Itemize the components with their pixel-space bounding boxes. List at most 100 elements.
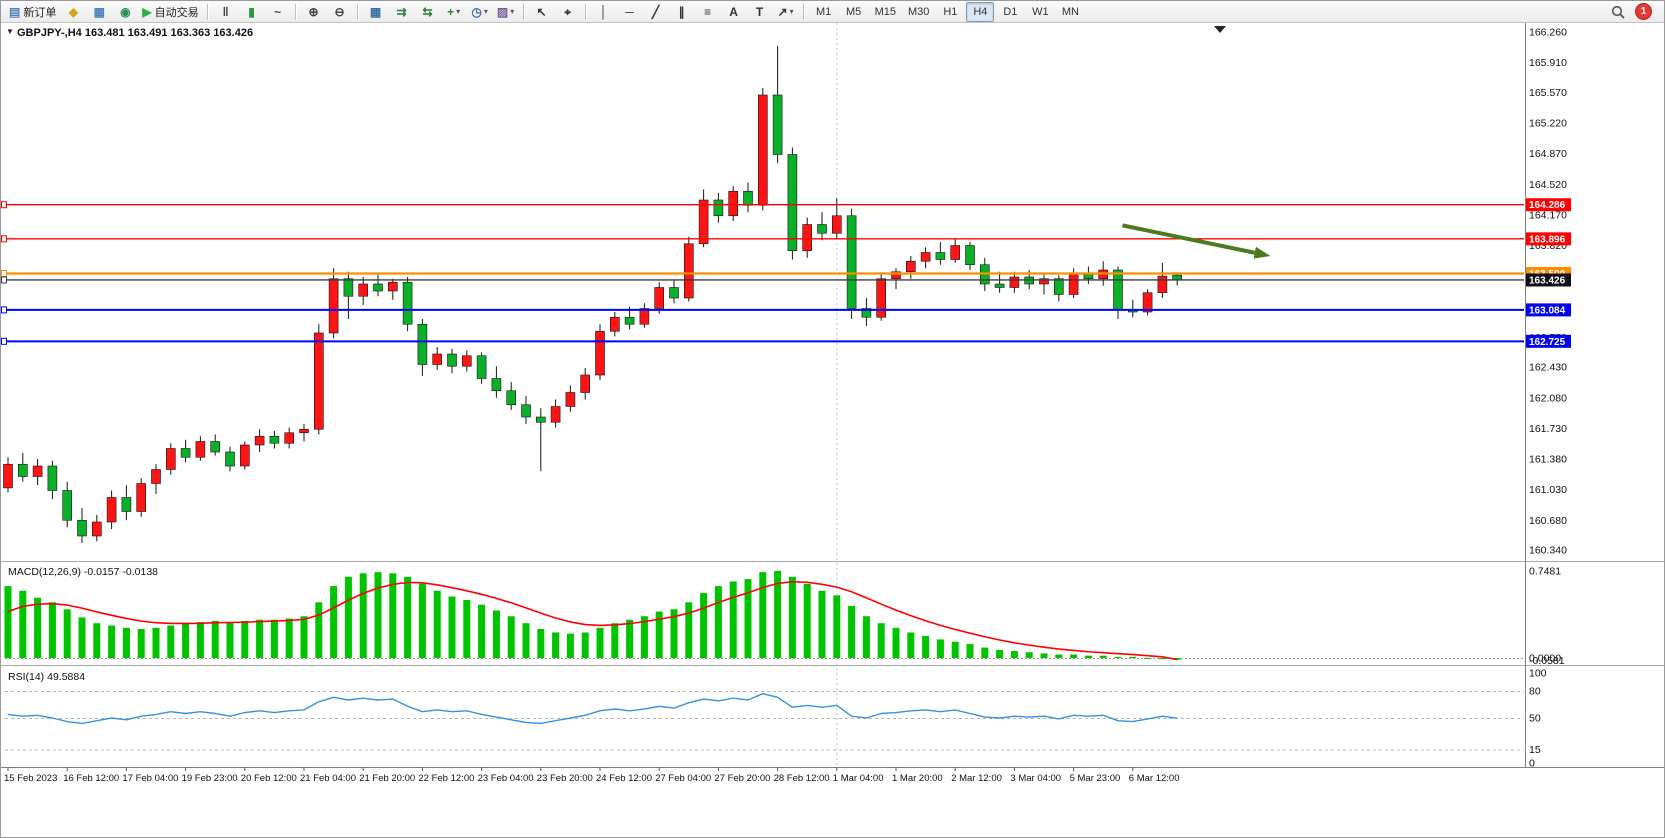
toolbar: ▤ 新订单 ◆ ▦ ◉ ▶ 自动交易 ‖ ▮ ~ ⊕ ⊖ ▦ ⇉ ⇆ + ▾ ◷ ▾ ▨ ▾ ↖ ⌖ │ ─ ╱ ∥ ≡ A T ↗ ▾ M1 M…	[1, 1, 1664, 23]
zoom-in-button[interactable]: ⊕	[302, 2, 326, 22]
svg-text:163.426: 163.426	[1529, 275, 1566, 286]
metaeditor-button[interactable]: ◆	[61, 2, 85, 22]
svg-text:6 Mar 12:00: 6 Mar 12:00	[1129, 773, 1180, 784]
macd-values: -0.0157 -0.0138	[83, 566, 159, 578]
timeframe-h4-button[interactable]: H4	[966, 1, 995, 22]
toolbar-separator	[522, 3, 525, 20]
timeframe-mn-button[interactable]: MN	[1061, 5, 1079, 18]
svg-text:0.0000: 0.0000	[1529, 653, 1561, 665]
horizontal-line[interactable]	[1, 201, 1524, 209]
bar-chart-button[interactable]: ‖	[214, 2, 238, 22]
timeframe-m5-button[interactable]: M5	[845, 5, 862, 18]
auto-trading-icon: ▶	[142, 4, 152, 19]
chevron-down-icon[interactable]: ▾	[483, 7, 488, 16]
trendline-button[interactable]: ╱	[644, 2, 668, 22]
tile-windows-button[interactable]: ▦	[364, 2, 388, 22]
search-button[interactable]	[1606, 2, 1630, 22]
price-axis[interactable]: 166.260 165.910 165.570 165.220 164.870 164.5…	[1525, 23, 1572, 770]
candlestick-chart-button[interactable]: ▮	[240, 2, 264, 22]
text-label-icon: T	[755, 4, 764, 19]
timeframe-h1-button[interactable]: H1	[943, 5, 958, 18]
new-order-button[interactable]: ▤ 新订单	[6, 2, 59, 22]
timeframe-m1-button[interactable]: M1	[815, 5, 832, 18]
svg-text:27 Feb 04:00: 27 Feb 04:00	[655, 773, 711, 784]
tile-windows-icon: ▦	[369, 4, 382, 19]
svg-text:21 Feb 04:00: 21 Feb 04:00	[300, 773, 356, 784]
auto-trading-button[interactable]: ▶ 自动交易	[139, 2, 201, 22]
chevron-down-icon[interactable]: ▾	[510, 7, 515, 16]
toolbar-separator	[206, 3, 209, 20]
templates-button[interactable]: ▨ ▾	[494, 2, 518, 22]
text-button[interactable]: A	[722, 2, 746, 22]
text-icon: A	[729, 4, 738, 19]
periods-button[interactable]: ◷ ▾	[468, 2, 492, 22]
arrows-button[interactable]: ↗ ▾	[774, 2, 798, 22]
timeframe-d1-button[interactable]: D1	[1003, 5, 1018, 18]
chart-plot-area[interactable]	[1, 23, 1665, 838]
symbol-info: ▼ GBPJPY-,H4 163.481 163.491 163.363 163…	[6, 27, 253, 39]
timeframe-m15-button[interactable]: M15	[874, 5, 896, 18]
horizontal-line[interactable]	[1, 337, 1524, 345]
auto-scroll-button[interactable]: ⇉	[390, 2, 414, 22]
svg-text:19 Feb 23:00: 19 Feb 23:00	[182, 773, 238, 784]
line-chart-icon: ~	[274, 4, 282, 19]
fibonacci-button[interactable]: ≡	[696, 2, 720, 22]
indicators-button[interactable]: + ▾	[442, 2, 466, 22]
toolbar-separator	[584, 3, 587, 20]
one-click-arrow-icon[interactable]: ▼	[6, 27, 14, 36]
svg-text:23 Feb 04:00: 23 Feb 04:00	[478, 773, 534, 784]
search-icon	[1611, 5, 1625, 19]
chevron-down-icon[interactable]: ▾	[789, 7, 794, 16]
line-chart-button[interactable]: ~	[266, 2, 290, 22]
toolbar-buttons: ▤ 新订单 ◆ ▦ ◉ ▶ 自动交易 ‖ ▮ ~ ⊕ ⊖ ▦ ⇉ ⇆ + ▾ ◷ ▾ ▨ ▾ ↖ ⌖ │ ─ ╱ ∥ ≡ A T ↗ ▾ M1 M…	[5, 1, 1085, 22]
time-axis[interactable]: 15 Feb 2023 16 Feb 12:00 17 Feb 04:00 19 Fe…	[1, 767, 1665, 785]
svg-text:164.870: 164.870	[1529, 148, 1567, 160]
vertical-line-button[interactable]: │	[592, 2, 616, 22]
equidistant-channel-button[interactable]: ∥	[670, 2, 694, 22]
svg-text:164.286: 164.286	[1529, 200, 1566, 211]
horizontal-line-icon: ─	[625, 4, 634, 19]
rsi-label: RSI(14) 49.5884	[8, 671, 85, 683]
svg-text:165.570: 165.570	[1529, 87, 1567, 99]
new-order-icon: ▤	[9, 4, 21, 19]
cursor-button[interactable]: ↖	[530, 2, 554, 22]
svg-text:22 Feb 12:00: 22 Feb 12:00	[418, 773, 474, 784]
macd-indicator	[4, 571, 1524, 661]
trend-arrow-annotation[interactable]	[1122, 223, 1271, 259]
equidistant-channel-icon: ∥	[678, 4, 685, 19]
chevron-down-icon[interactable]: ▾	[456, 7, 461, 16]
timeframe-m30-button[interactable]: M30	[907, 5, 930, 18]
crosshair-button[interactable]: ⌖	[556, 2, 580, 22]
horizontal-line[interactable]	[1, 306, 1524, 314]
symbol-ohlc: 163.481 163.491 163.363 163.426	[84, 27, 254, 39]
timeframe-w1-button[interactable]: W1	[1032, 5, 1049, 18]
chart-shift-button[interactable]: ⇆	[416, 2, 440, 22]
zoom-out-button[interactable]: ⊖	[328, 2, 352, 22]
svg-text:100: 100	[1529, 668, 1547, 680]
svg-text:23 Feb 20:00: 23 Feb 20:00	[537, 773, 593, 784]
svg-text:21 Feb 20:00: 21 Feb 20:00	[359, 773, 415, 784]
navigator-button[interactable]: ◉	[113, 2, 137, 22]
text-label-button[interactable]: T	[748, 2, 772, 22]
indicators-icon: +	[447, 4, 455, 19]
new-order-button-label: 新订单	[23, 6, 57, 19]
svg-text:165.910: 165.910	[1529, 57, 1567, 69]
current-price-line[interactable]	[1, 276, 1524, 284]
notification-badge[interactable]: 1	[1635, 3, 1652, 20]
svg-text:50: 50	[1529, 713, 1541, 725]
svg-text:16 Feb 12:00: 16 Feb 12:00	[63, 773, 119, 784]
toolbar-separator	[356, 3, 359, 20]
market-watch-button[interactable]: ▦	[87, 2, 111, 22]
bar-chart-icon: ‖	[222, 4, 229, 19]
svg-text:164.170: 164.170	[1529, 209, 1567, 221]
svg-text:27 Feb 20:00: 27 Feb 20:00	[714, 773, 770, 784]
horizontal-line-button[interactable]: ─	[618, 2, 642, 22]
svg-text:15 Feb 2023: 15 Feb 2023	[4, 773, 57, 784]
svg-text:-0.0581: -0.0581	[1529, 655, 1565, 667]
trendline-icon: ╱	[651, 4, 660, 19]
svg-text:24 Feb 12:00: 24 Feb 12:00	[596, 773, 652, 784]
horizontal-line[interactable]	[1, 235, 1524, 243]
svg-text:162.080: 162.080	[1529, 392, 1567, 404]
toolbar-separator	[802, 3, 805, 20]
